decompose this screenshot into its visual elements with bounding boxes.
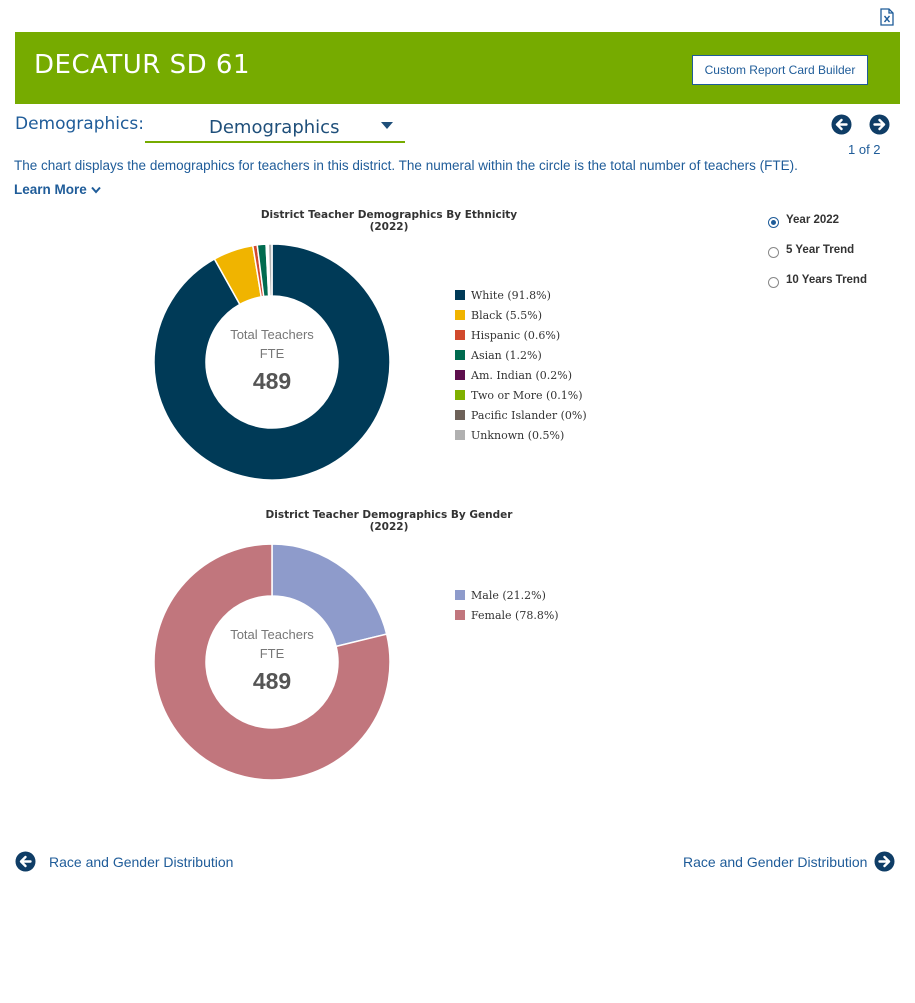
time-range-options: Year 2022 5 Year Trend 10 Years Trend [768, 214, 867, 304]
next-section-link[interactable]: Race and Gender Distribution [683, 851, 895, 872]
legend-swatch [455, 430, 465, 440]
radio-5-year-trend[interactable]: 5 Year Trend [768, 244, 867, 274]
legend-item[interactable]: Hispanic (0.6%) [455, 328, 587, 342]
chart-description: The chart displays the demographics for … [14, 154, 804, 202]
legend-label: Black (5.5%) [471, 308, 543, 322]
legend-label: Asian (1.2%) [471, 348, 542, 362]
legend-label: Am. Indian (0.2%) [471, 368, 573, 382]
excel-file-icon[interactable] [879, 8, 895, 26]
caret-down-icon [381, 122, 393, 129]
legend-item[interactable]: Asian (1.2%) [455, 348, 587, 362]
legend-swatch [455, 290, 465, 300]
legend-item[interactable]: White (91.8%) [455, 288, 587, 302]
donut-slice-male[interactable] [271, 543, 388, 648]
demographics-dropdown[interactable]: Demographics [145, 113, 405, 143]
legend-label: Male (21.2%) [471, 588, 546, 602]
legend-item[interactable]: Pacific Islander (0%) [455, 408, 587, 422]
legend-label: Hispanic (0.6%) [471, 328, 561, 342]
legend-item[interactable]: Unknown (0.5%) [455, 428, 587, 442]
next-section-label: Race and Gender Distribution [683, 853, 868, 870]
center-total-value: 489 [253, 668, 291, 694]
chevron-down-icon [90, 186, 101, 194]
district-name: DECATUR SD 61 [34, 50, 250, 80]
center-label-line2: FTE [260, 346, 285, 361]
ethnicity-donut-chart: Total Teachers FTE 489 [153, 243, 391, 481]
gender-legend: Male (21.2%) Female (78.8%) [455, 588, 559, 628]
center-label-line1: Total Teachers [230, 327, 314, 342]
legend-item[interactable]: Female (78.8%) [455, 608, 559, 622]
radio-button[interactable] [768, 247, 779, 258]
legend-label: Unknown (0.5%) [471, 428, 565, 442]
radio-label: 5 Year Trend [786, 244, 855, 256]
legend-swatch [455, 590, 465, 600]
custom-report-card-builder-button[interactable]: Custom Report Card Builder [692, 55, 868, 85]
prev-section-link[interactable]: Race and Gender Distribution [15, 851, 233, 872]
legend-swatch [455, 370, 465, 380]
legend-swatch [455, 310, 465, 320]
previous-arrow-icon[interactable] [831, 114, 852, 135]
demographics-label: Demographics: [15, 114, 144, 134]
legend-swatch [455, 330, 465, 340]
description-text: The chart displays the demographics for … [14, 158, 798, 173]
radio-label: 10 Years Trend [786, 274, 867, 286]
ethnicity-chart-title: District Teacher Demographics By Ethnici… [260, 209, 518, 233]
legend-item[interactable]: Two or More (0.1%) [455, 388, 587, 402]
legend-label: Female (78.8%) [471, 608, 559, 622]
gender-donut-chart: Total Teachers FTE 489 [153, 543, 391, 781]
legend-item[interactable]: Am. Indian (0.2%) [455, 368, 587, 382]
legend-swatch [455, 410, 465, 420]
radio-button[interactable] [768, 277, 779, 288]
radio-label: Year 2022 [786, 214, 840, 226]
gender-chart-title: District Teacher Demographics By Gender … [265, 509, 513, 533]
legend-label: Two or More (0.1%) [471, 388, 583, 402]
legend-item[interactable]: Male (21.2%) [455, 588, 559, 602]
donut-slice-female[interactable] [153, 543, 391, 781]
learn-more-label: Learn More [14, 182, 87, 197]
center-label-line1: Total Teachers [230, 627, 314, 642]
donut-slice-white[interactable] [153, 243, 391, 481]
learn-more-link[interactable]: Learn More [14, 182, 101, 197]
demographics-dropdown-value: Demographics [209, 117, 340, 138]
next-arrow-icon [874, 851, 895, 872]
legend-swatch [455, 390, 465, 400]
legend-item[interactable]: Black (5.5%) [455, 308, 587, 322]
next-arrow-icon[interactable] [869, 114, 890, 135]
radio-year-2022[interactable]: Year 2022 [768, 214, 867, 244]
center-label-line2: FTE [260, 646, 285, 661]
center-total-value: 489 [253, 368, 291, 394]
radio-button[interactable] [768, 217, 779, 228]
legend-label: White (91.8%) [471, 288, 551, 302]
legend-swatch [455, 610, 465, 620]
page-indicator: 1 of 2 [848, 142, 881, 157]
ethnicity-legend: White (91.8%) Black (5.5%) Hispanic (0.6%)… [455, 288, 587, 448]
previous-arrow-icon [15, 851, 36, 872]
legend-label: Pacific Islander (0%) [471, 408, 587, 422]
radio-10-years-trend[interactable]: 10 Years Trend [768, 274, 867, 304]
donut-slice-unknown[interactable] [267, 243, 273, 297]
legend-swatch [455, 350, 465, 360]
prev-section-label: Race and Gender Distribution [49, 853, 234, 870]
